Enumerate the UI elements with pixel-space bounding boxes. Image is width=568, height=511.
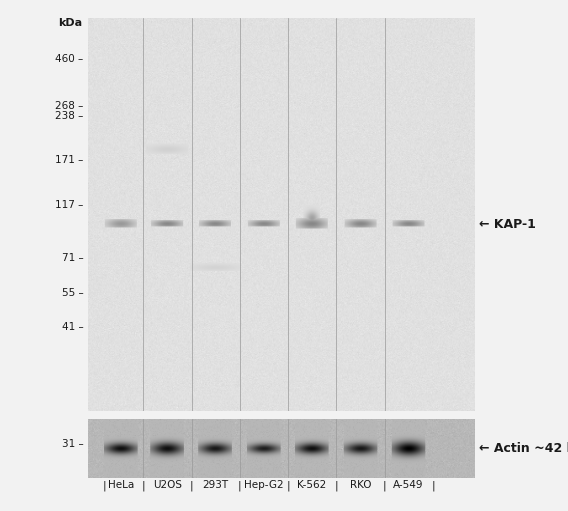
Text: ← Actin ~42 kDa: ← Actin ~42 kDa (479, 442, 568, 455)
Text: |: | (286, 480, 290, 491)
Text: 117 –: 117 – (55, 200, 83, 210)
Text: HeLa: HeLa (108, 480, 134, 491)
Text: |: | (102, 480, 106, 491)
Text: 293T: 293T (202, 480, 228, 491)
Text: Hep-G2: Hep-G2 (244, 480, 283, 491)
Text: 460 –: 460 – (55, 54, 83, 64)
Text: 55 –: 55 – (62, 288, 83, 298)
Text: U2OS: U2OS (153, 480, 182, 491)
Text: A-549: A-549 (394, 480, 424, 491)
Text: |: | (383, 480, 386, 491)
Text: 31 –: 31 – (62, 439, 83, 449)
Text: |: | (335, 480, 338, 491)
Text: |: | (238, 480, 241, 491)
Text: ← KAP-1: ← KAP-1 (479, 218, 536, 231)
Text: 238 –: 238 – (55, 111, 83, 121)
Text: |: | (432, 480, 436, 491)
Text: |: | (141, 480, 145, 491)
Text: |: | (190, 480, 193, 491)
Text: 171 –: 171 – (55, 154, 83, 165)
Text: kDa: kDa (59, 18, 82, 28)
Text: 71 –: 71 – (62, 253, 83, 263)
Text: RKO: RKO (349, 480, 371, 491)
Text: 268 –: 268 – (55, 101, 83, 111)
Text: K-562: K-562 (298, 480, 327, 491)
Text: 41 –: 41 – (62, 322, 83, 332)
